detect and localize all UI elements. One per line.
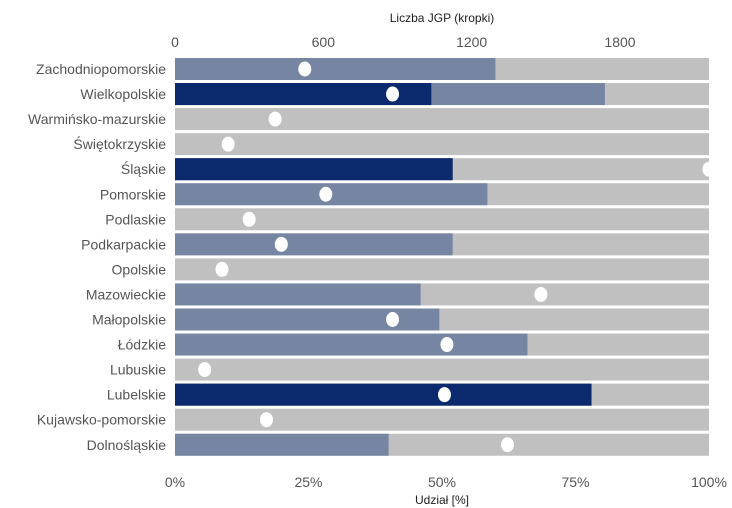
category-label: Warmińsko-mazurskie xyxy=(28,111,166,127)
dot-marker xyxy=(198,362,212,378)
dot-marker xyxy=(259,412,273,428)
x-tick-label: 0% xyxy=(165,474,185,490)
bottom-axis-ticks: 0% 25% 50% 75% 100% xyxy=(165,474,727,490)
bar-3 xyxy=(175,258,709,281)
category-label: Zachodniopomorskie xyxy=(36,61,166,77)
plot-area xyxy=(175,58,716,456)
bar-3 xyxy=(175,408,709,431)
x-tick-label: 100% xyxy=(691,474,727,490)
x-tick-label: 50% xyxy=(428,474,456,490)
dot-marker xyxy=(319,186,333,202)
dot-marker xyxy=(268,111,282,127)
top-axis-title: Liczba JGP (kropki) xyxy=(390,11,494,25)
dot-marker xyxy=(534,286,548,302)
category-label: Wielkopolskie xyxy=(80,86,166,102)
dot-marker xyxy=(440,337,454,353)
bar-2 xyxy=(175,333,528,356)
bar-3 xyxy=(175,108,709,131)
category-label: Podlaskie xyxy=(105,211,166,227)
x-tick-label: 25% xyxy=(294,474,322,490)
category-label: Pomorskie xyxy=(100,186,166,202)
category-label: Mazowieckie xyxy=(86,286,166,302)
dot-marker xyxy=(215,261,229,277)
bar-3 xyxy=(175,358,709,381)
top-axis-ticks: 0 600 1200 1800 xyxy=(171,34,636,50)
dot-marker xyxy=(221,136,235,152)
bar-2 xyxy=(175,308,440,331)
x2-tick-label: 0 xyxy=(171,34,179,50)
category-label: Lubelskie xyxy=(107,387,166,403)
dot-marker xyxy=(386,86,400,102)
category-label: Małopolskie xyxy=(92,312,166,328)
category-label: Dolnośląskie xyxy=(87,437,167,453)
dot-marker xyxy=(386,312,400,327)
category-label: Opolskie xyxy=(112,261,167,277)
dot-marker xyxy=(702,161,716,177)
bar-3 xyxy=(175,208,709,231)
x2-tick-label: 1800 xyxy=(604,34,635,50)
bar-1 xyxy=(175,383,592,406)
category-label: Łódzkie xyxy=(118,337,166,353)
x2-tick-label: 1200 xyxy=(456,34,487,50)
category-label: Podkarpackie xyxy=(81,236,166,252)
dot-marker xyxy=(242,211,256,227)
dot-marker xyxy=(437,387,451,403)
x2-tick-label: 600 xyxy=(312,34,336,50)
bar-3 xyxy=(175,133,709,156)
category-label: Kujawsko-pomorskie xyxy=(37,412,166,428)
bar-2 xyxy=(175,58,496,80)
bottom-axis-title: Udział [%] xyxy=(415,493,469,507)
category-labels: Zachodniopomorskie Wielkopolskie Warmińsko… xyxy=(28,61,166,453)
bar-1 xyxy=(175,158,453,181)
category-label: Śląskie xyxy=(121,160,166,177)
x-tick-label: 75% xyxy=(561,474,589,490)
dot-marker xyxy=(501,437,515,453)
dot-marker xyxy=(298,61,312,77)
dot-marker xyxy=(274,236,288,252)
category-label: Świętokrzyskie xyxy=(73,135,166,152)
bar-2 xyxy=(175,283,421,306)
category-label: Lubuskie xyxy=(110,362,166,378)
bar-2 xyxy=(175,233,453,256)
bar-2 xyxy=(175,433,389,456)
bar-1 xyxy=(175,83,432,106)
